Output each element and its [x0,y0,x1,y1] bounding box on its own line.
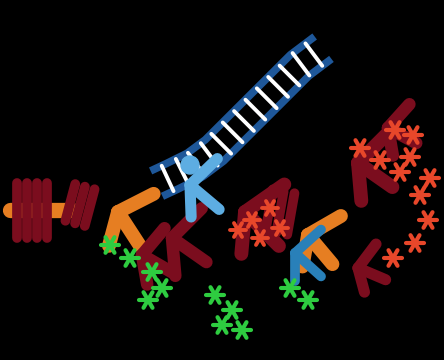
Circle shape [181,156,199,174]
